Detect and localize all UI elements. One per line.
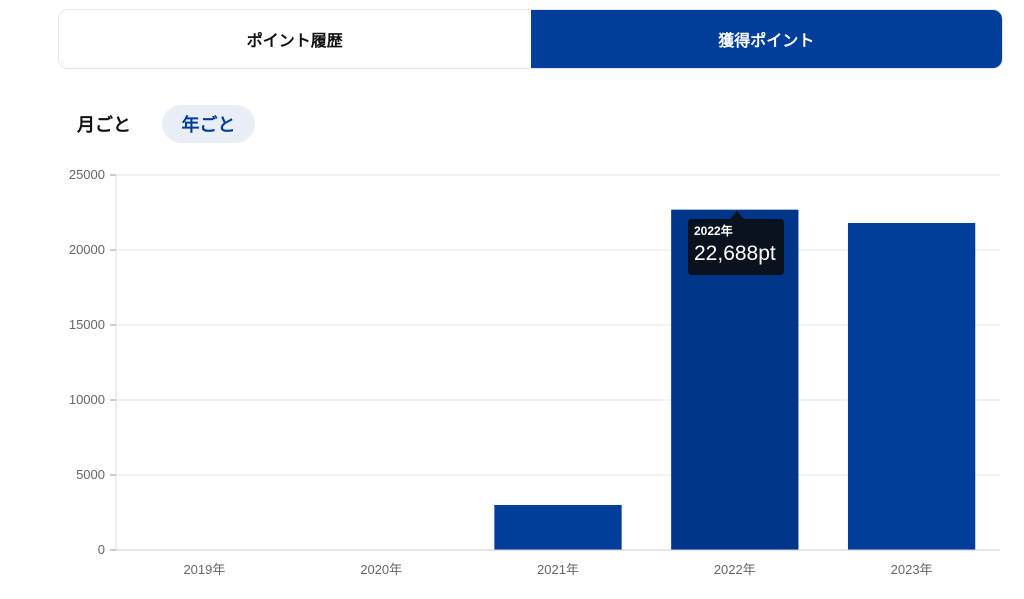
y-tick-label: 20000 — [69, 242, 105, 257]
y-tick-label: 15000 — [69, 317, 105, 332]
tab-bar: ポイント履歴 獲得ポイント — [58, 9, 1003, 69]
tooltip-title: 2022年 — [694, 224, 733, 238]
y-tick-label: 0 — [98, 542, 105, 557]
monthly-toggle[interactable]: 月ごと — [77, 115, 131, 136]
tooltip-value: 22,688pt — [694, 242, 776, 265]
earned-points-chart: 0 5000 10000 15000 20000 25000 2019年 2020年 2021年… — [69, 167, 1000, 577]
x-tick-label: 2021年 — [537, 562, 579, 577]
bar — [494, 505, 622, 550]
x-tick-label: 2019年 — [183, 562, 225, 577]
tab-point-history[interactable]: ポイント履歴 — [59, 10, 531, 68]
bar — [847, 223, 976, 550]
y-tick-label: 5000 — [76, 467, 105, 482]
yearly-toggle[interactable]: 年ごと — [162, 105, 255, 143]
tab-earned-points[interactable]: 獲得ポイント — [530, 10, 1002, 68]
x-tick-label: 2023年 — [891, 562, 933, 577]
bar-tooltip: 2022年 22,688pt — [688, 211, 784, 275]
x-tick-label: 2022年 — [714, 562, 756, 577]
x-tick-label: 2020年 — [360, 562, 402, 577]
y-tick-label: 25000 — [69, 167, 105, 182]
y-tick-label: 10000 — [69, 392, 105, 407]
